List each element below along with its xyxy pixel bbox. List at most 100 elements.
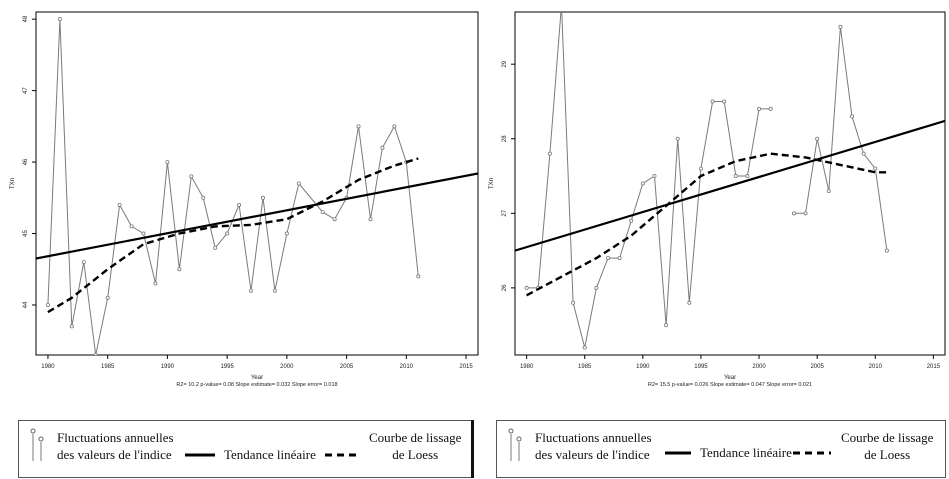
data-point — [710, 99, 715, 104]
data-point — [850, 114, 855, 119]
x-tick-label: 1980 — [520, 364, 534, 370]
series-line-fluctuations — [793, 26, 888, 251]
data-point — [272, 288, 277, 293]
data-point — [617, 256, 622, 261]
data-point — [57, 17, 62, 22]
data-point — [768, 106, 773, 111]
legend-item-fluctuations: Fluctuations annuelles des valeurs de l'… — [57, 430, 174, 462]
data-point — [237, 202, 242, 207]
series-line-loess — [47, 157, 419, 314]
data-point — [640, 181, 645, 186]
data-point — [698, 166, 703, 171]
data-point — [675, 136, 680, 141]
data-point — [571, 300, 576, 305]
data-point — [687, 300, 692, 305]
x-axis-label: Year — [724, 375, 736, 381]
y-axis-label: TXn — [10, 178, 16, 189]
data-point — [201, 195, 206, 200]
data-point — [594, 285, 599, 290]
data-point — [45, 302, 50, 307]
x-tick-label: 2015 — [927, 364, 941, 370]
x-tick-label: 1985 — [101, 364, 115, 370]
x-tick-label: 1990 — [636, 364, 650, 370]
x-tick-label: 2000 — [752, 364, 766, 370]
data-point — [165, 160, 170, 165]
x-tick-label: 1995 — [694, 364, 708, 370]
legend-item-trend: Tendance linéaire — [224, 447, 316, 462]
regression-stats: R2= 15.5 p-value= 0.026 Slope estimate= … — [648, 382, 812, 388]
x-tick-label: 2010 — [400, 364, 414, 370]
y-axis-label: TXn — [489, 178, 495, 189]
y-tick-label: 28 — [502, 135, 508, 142]
series-line-trend — [515, 119, 945, 252]
y-tick-label: 27 — [502, 209, 508, 216]
data-point — [547, 151, 552, 156]
data-point — [225, 231, 230, 236]
data-point — [141, 231, 146, 236]
x-tick-label: 1995 — [220, 364, 234, 370]
data-point — [757, 106, 762, 111]
data-point — [296, 181, 301, 186]
series-line-fluctuations — [526, 12, 771, 348]
data-point — [129, 224, 134, 229]
data-point — [873, 166, 878, 171]
data-point — [826, 188, 831, 193]
regression-stats: R2= 10.2 p-value= 0.08 Slope estimate= 0… — [176, 382, 337, 388]
legend-left: Fluctuations annuelles des valeurs de l'… — [18, 420, 474, 478]
data-point — [582, 345, 587, 350]
x-tick-label: 2005 — [810, 364, 824, 370]
data-point — [81, 260, 86, 265]
data-point — [69, 324, 74, 329]
data-point — [356, 124, 361, 129]
series-line-fluctuations — [47, 19, 419, 355]
data-point — [153, 281, 158, 286]
chart-right: 1980 1985 1990 1995 2000 2005 2010 2015 26 27 28 29… — [489, 11, 946, 388]
y-tick-label: 26 — [502, 284, 508, 291]
marker-icon — [30, 428, 44, 461]
data-point — [791, 211, 796, 216]
series-line-trend — [36, 172, 478, 260]
plot-frame — [514, 11, 946, 356]
data-point — [838, 24, 843, 29]
x-tick-label: 2000 — [280, 364, 294, 370]
data-point — [260, 195, 265, 200]
data-point — [189, 174, 194, 179]
plot-frame — [35, 11, 479, 356]
x-tick-label: 1980 — [41, 364, 55, 370]
data-point — [815, 136, 820, 141]
data-point — [368, 217, 373, 222]
data-point — [733, 174, 738, 179]
data-point — [117, 202, 122, 207]
data-point — [629, 218, 634, 223]
legend-right: Fluctuations annuelles des valeurs de l'… — [496, 420, 946, 478]
data-point — [605, 256, 610, 261]
y-tick-label: 47 — [23, 87, 29, 94]
y-tick-label: 48 — [23, 15, 29, 22]
data-point — [177, 267, 182, 272]
legend-item-loess: Courbe de lissage de Loess — [369, 430, 462, 462]
data-point — [213, 245, 218, 250]
data-point — [664, 323, 669, 328]
data-point — [320, 210, 325, 215]
data-point — [524, 285, 529, 290]
y-tick-label: 46 — [23, 158, 29, 165]
x-tick-label: 1990 — [161, 364, 175, 370]
data-point — [861, 151, 866, 156]
x-tick-label: 1985 — [578, 364, 592, 370]
legend-item-fluctuations: Fluctuations annuelles des valeurs de l'… — [535, 430, 652, 462]
y-tick-label: 29 — [502, 60, 508, 67]
y-tick-label: 45 — [23, 230, 29, 237]
x-tick-label: 2005 — [340, 364, 354, 370]
series-line-loess — [526, 152, 887, 297]
x-axis-label: Year — [251, 375, 263, 381]
data-point — [416, 274, 421, 279]
data-point — [249, 288, 254, 293]
data-point — [722, 99, 727, 104]
legend-item-loess: Courbe de lissage de Loess — [841, 430, 934, 462]
data-point — [803, 211, 808, 216]
data-point — [284, 231, 289, 236]
x-tick-label: 2015 — [459, 364, 473, 370]
data-point — [745, 174, 750, 179]
data-point — [380, 145, 385, 150]
